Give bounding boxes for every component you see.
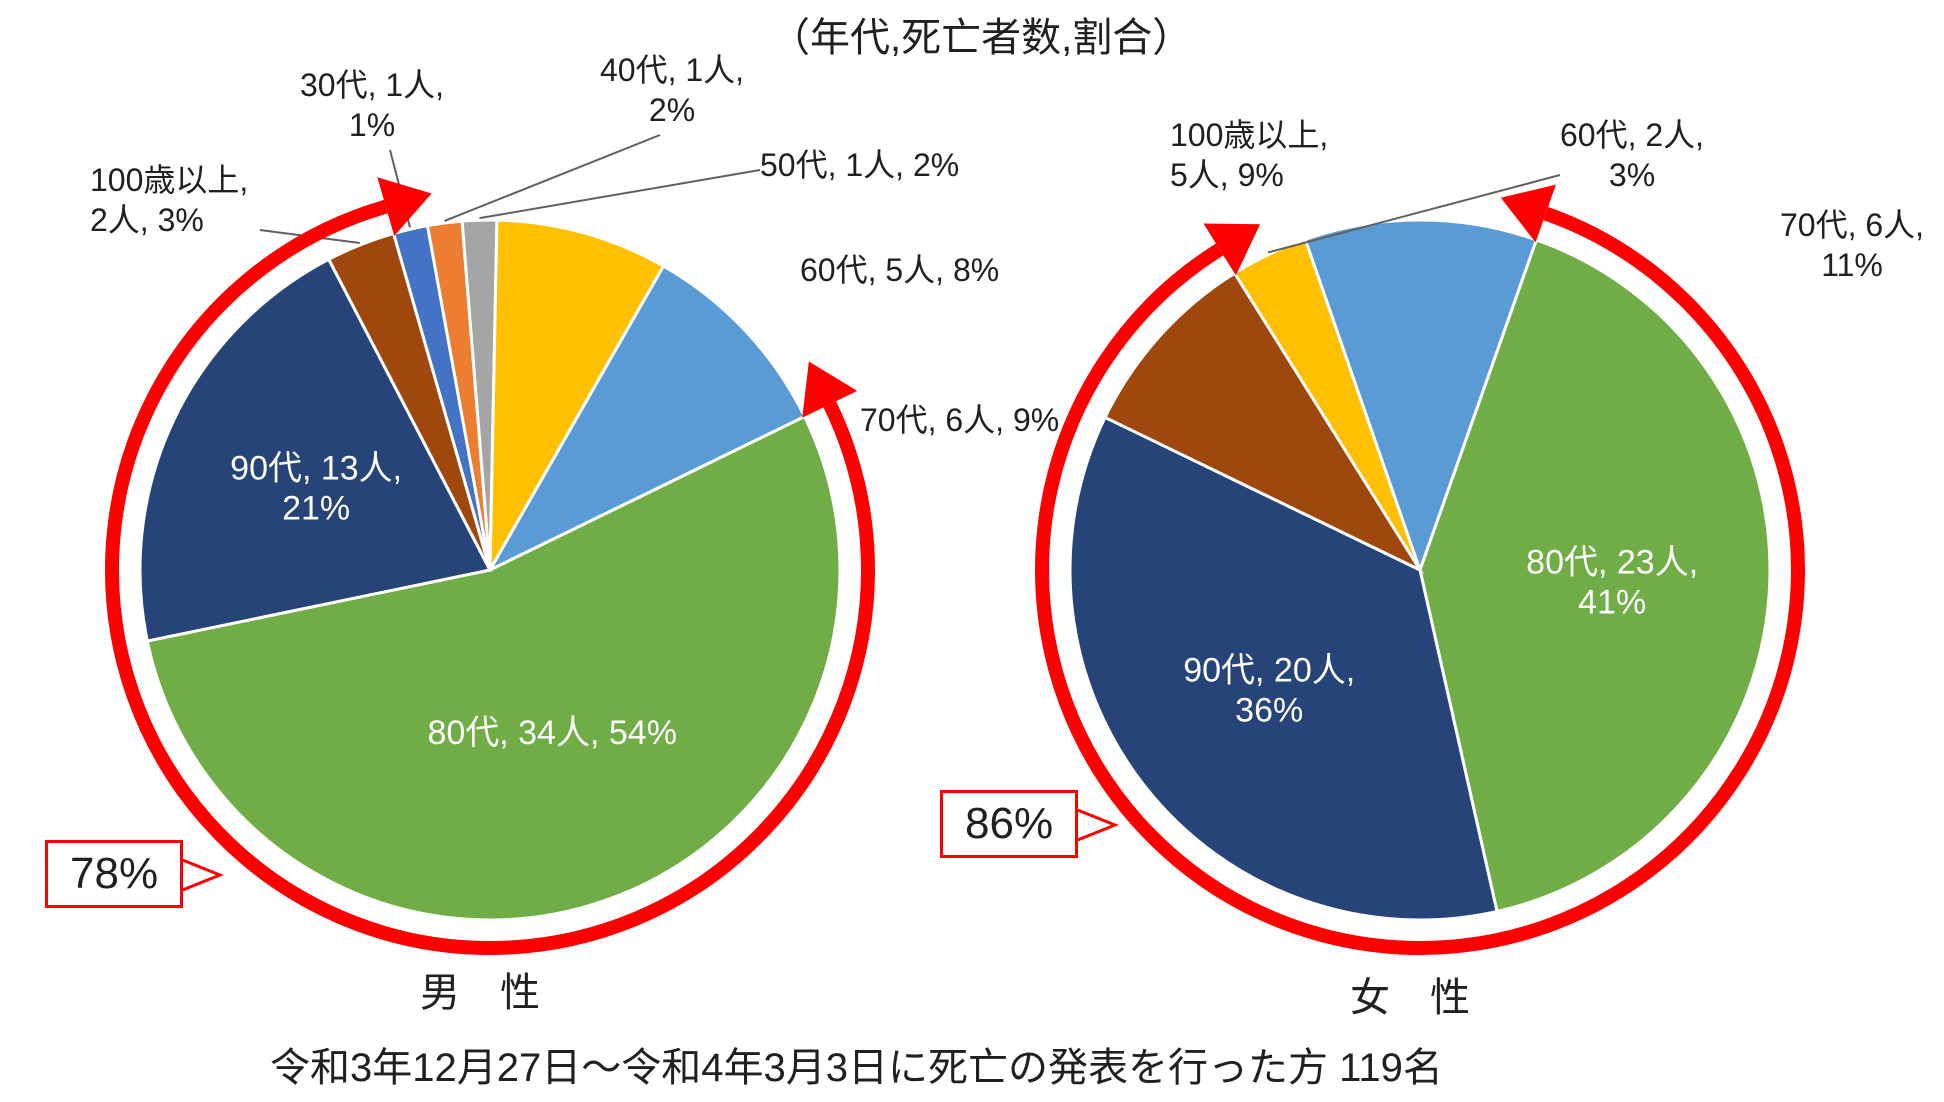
inside-label-90s: 90代, 20人, xyxy=(1183,652,1355,690)
female-subtitle: 女 性 xyxy=(1350,965,1470,1023)
male-subtitle: 男 性 xyxy=(420,960,540,1018)
female-label-100plus: 100歳以上,5人, 9% xyxy=(1170,115,1328,195)
chart-title: （年代,死亡者数,割合） xyxy=(770,5,1192,63)
female-label-70s: 70代, 6人,11% xyxy=(1780,205,1924,285)
pie-female: 80代, 23人,41% 90代, 20人,36% xyxy=(1070,220,1770,920)
inside-label-80s: 80代, 23人, xyxy=(1526,543,1698,581)
inside-label-90s: 90代, 13人, xyxy=(230,449,402,487)
pie-male: 80代, 34人, 54% 90代, 13人,21% xyxy=(140,220,840,920)
leader-line xyxy=(444,135,660,221)
male-label-70s: 70代, 6人, 9% xyxy=(860,400,1059,440)
male-label-30s: 30代, 1人,1% xyxy=(300,65,444,145)
chart-footnote: 令和3年12月27日～令和4年3月3日に死亡の発表を行った方 119名 xyxy=(270,1035,1443,1093)
svg-text:21%: 21% xyxy=(282,489,350,527)
leader-line xyxy=(479,170,760,218)
male-callout-box: 78% xyxy=(45,840,183,908)
female-callout-box: 86% xyxy=(940,790,1078,858)
female-label-60s: 60代, 2人,3% xyxy=(1560,115,1704,195)
male-label-50s: 50代, 1人, 2% xyxy=(760,145,959,185)
male-label-60s: 60代, 5人, 8% xyxy=(800,250,999,290)
svg-text:41%: 41% xyxy=(1578,583,1646,621)
male-label-100plus: 100歳以上,2人, 3% xyxy=(90,160,248,240)
male-label-40s: 40代, 1人,2% xyxy=(600,50,744,130)
svg-text:36%: 36% xyxy=(1235,692,1303,730)
inside-label-80s: 80代, 34人, 54% xyxy=(427,714,676,752)
